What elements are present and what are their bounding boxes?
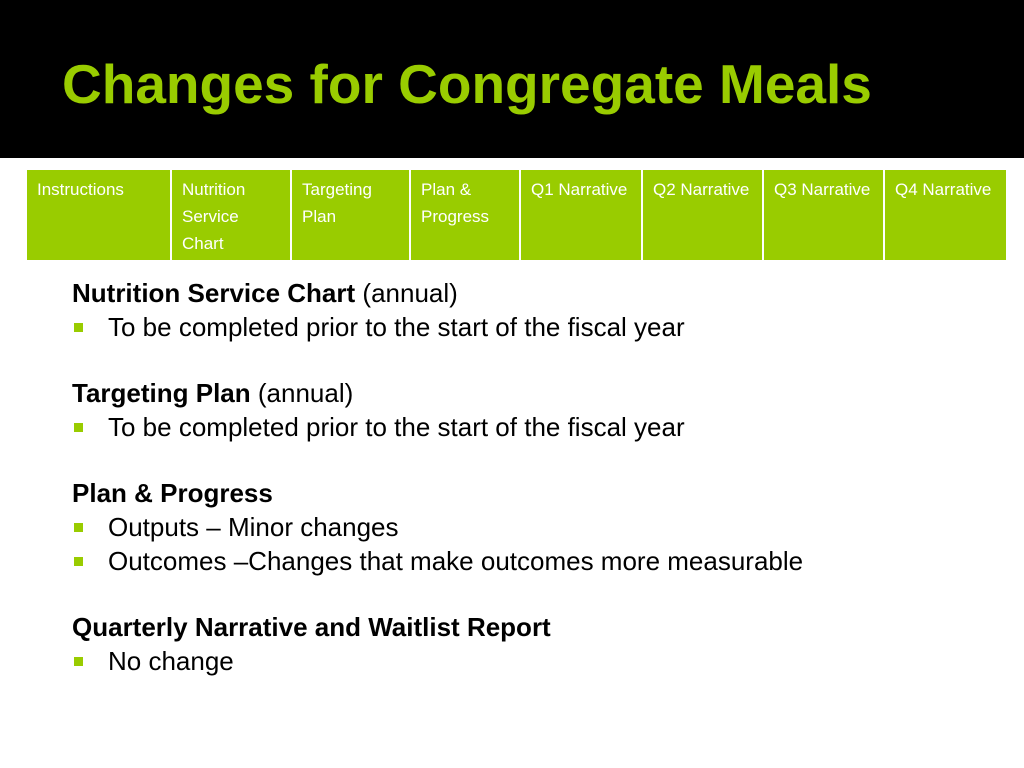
section-targeting-plan: Targeting Plan (annual) To be completed …: [72, 376, 972, 444]
slide-body: Nutrition Service Chart (annual) To be c…: [72, 276, 972, 710]
section-qualifier: (annual): [362, 278, 458, 308]
title-divider: [0, 158, 1024, 164]
section-heading: Nutrition Service Chart: [72, 278, 356, 308]
section-heading: Plan & Progress: [72, 478, 273, 508]
bullet-text: Outcomes –Changes that make outcomes mor…: [108, 546, 804, 576]
bullet-text: To be completed prior to the start of th…: [108, 412, 685, 442]
title-band: Changes for Congregate Meals: [0, 0, 1024, 158]
tab-q1-narrative: Q1 Narrative: [519, 170, 642, 260]
section-heading: Quarterly Narrative and Waitlist Report: [72, 612, 551, 642]
section-nutrition-service-chart: Nutrition Service Chart (annual) To be c…: [72, 276, 972, 344]
bullet-square-icon: [74, 423, 83, 432]
tab-nutrition-service-chart: Nutrition Service Chart: [170, 170, 291, 260]
bullet-item: Outputs – Minor changes: [72, 510, 972, 544]
section-qualifier: (annual): [257, 378, 354, 408]
tab-targeting-plan: Targeting Plan: [290, 170, 410, 260]
content-area: [0, 164, 1024, 768]
bullet-square-icon: [74, 323, 83, 332]
bullet-item: To be completed prior to the start of th…: [72, 310, 972, 344]
section-heading: Targeting Plan: [72, 378, 251, 408]
bullet-square-icon: [74, 657, 83, 666]
bullet-item: To be completed prior to the start of th…: [72, 410, 972, 444]
bullet-square-icon: [74, 557, 83, 566]
tab-q4-narrative: Q4 Narrative: [883, 170, 1006, 260]
report-tabs-table: Instructions Nutrition Service Chart Tar…: [27, 170, 1006, 260]
bullet-text: To be completed prior to the start of th…: [108, 312, 685, 342]
slide-title: Changes for Congregate Meals: [62, 53, 872, 115]
tab-plan-progress: Plan & Progress: [409, 170, 520, 260]
bullet-text: Outputs – Minor changes: [108, 512, 399, 542]
section-quarterly-narrative: Quarterly Narrative and Waitlist Report …: [72, 610, 972, 678]
bullet-text: No change: [108, 646, 234, 676]
bullet-item: Outcomes –Changes that make outcomes mor…: [72, 544, 972, 578]
tab-instructions: Instructions: [27, 170, 171, 260]
bullet-square-icon: [74, 523, 83, 532]
tab-q2-narrative: Q2 Narrative: [641, 170, 763, 260]
section-plan-progress: Plan & Progress Outputs – Minor changes …: [72, 476, 972, 578]
tab-q3-narrative: Q3 Narrative: [762, 170, 884, 260]
bullet-item: No change: [72, 644, 972, 678]
